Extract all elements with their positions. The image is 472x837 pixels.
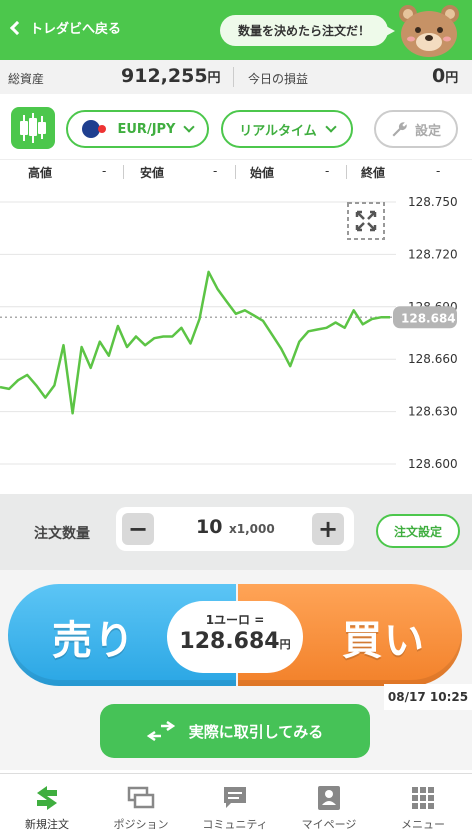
- today-pl-label: 今日の損益: [248, 72, 309, 86]
- tab-label: コミュニティ: [202, 818, 268, 831]
- rate-timestamp: 08/17 10:25: [384, 684, 472, 710]
- trade-panel: 売り 買い 1ユーロ = 128.684円 08/17 10:25 実際に取引し…: [0, 570, 472, 770]
- decrease-button[interactable]: −: [122, 513, 154, 545]
- wrench-icon: [392, 122, 407, 137]
- y-tick-label: 128.750: [408, 195, 458, 209]
- bear-mascot-icon: [399, 5, 459, 57]
- tab-community[interactable]: コミュニティ: [188, 774, 282, 837]
- quantity-stepper: − 10 x1,000 +: [116, 507, 354, 551]
- bubble-text: 数量を決めたら注文だ！: [237, 24, 370, 38]
- real-trade-label: 実際に取引してみる: [188, 722, 324, 741]
- position-icon: [127, 786, 155, 809]
- expand-icon[interactable]: [347, 202, 385, 240]
- swap-icon: [37, 786, 57, 810]
- chevron-left-icon: [9, 20, 25, 35]
- quantity-label: 注文数量: [34, 526, 90, 542]
- settings-button[interactable]: 設定: [374, 110, 458, 148]
- back-label: トレダビへ戻る: [30, 22, 122, 37]
- ohlc-row: 高値 - 安値 - 始値 - 終値 -: [0, 160, 472, 184]
- order-settings-button[interactable]: 注文設定: [376, 514, 460, 548]
- mode-label: リアルタイム: [239, 123, 317, 139]
- current-price-badge: [393, 306, 457, 329]
- y-tick-label: 128.630: [408, 405, 458, 419]
- close-value: -: [436, 164, 441, 178]
- back-button[interactable]: トレダビへ戻る: [9, 18, 122, 37]
- chart-controls: EUR/JPY リアルタイム 設定: [0, 94, 472, 160]
- tab-label: メニュー: [401, 818, 445, 831]
- tab-positions[interactable]: ポジション: [94, 774, 188, 837]
- tab-my-page[interactable]: マイページ: [282, 774, 376, 837]
- tab-label: ポジション: [113, 818, 169, 831]
- chevron-down-icon: [183, 121, 196, 133]
- open-value: -: [325, 164, 330, 178]
- currency-pair-label: EUR/JPY: [117, 121, 176, 137]
- close-label: 終値: [361, 166, 386, 180]
- today-pl-value: 0円: [432, 65, 459, 87]
- tab-new-order[interactable]: 新規注文: [0, 774, 94, 837]
- eur-jpy-flag-icon: [81, 120, 108, 138]
- rate-title: 1ユーロ =: [205, 613, 265, 627]
- total-assets-value: 912,255円: [121, 65, 221, 87]
- chat-icon: [224, 787, 246, 808]
- total-assets-label: 総資産: [8, 72, 45, 86]
- order-quantity-row: 注文数量 − 10 x1,000 + 注文設定: [0, 494, 472, 570]
- order-settings-label: 注文設定: [393, 524, 442, 539]
- open-label: 始値: [250, 166, 275, 180]
- y-tick-label: 128.660: [408, 352, 458, 366]
- exchange-arrows-icon: [146, 721, 175, 741]
- speech-bubble: 数量を決めたら注文だ！: [220, 15, 395, 46]
- buy-label: 買い: [342, 618, 426, 664]
- bottom-tab-bar: 新規注文 ポジション コミュニティ マイページ メニュー: [0, 773, 472, 837]
- app-header: トレダビへ戻る 数量を決めたら注文だ！: [0, 0, 472, 60]
- real-trade-button[interactable]: 実際に取引してみる: [100, 704, 370, 758]
- summary-divider: [233, 67, 234, 87]
- y-tick-label: 128.600: [408, 457, 458, 471]
- price-series-line: [0, 270, 390, 415]
- high-label: 高値: [28, 166, 53, 180]
- low-label: 安値: [140, 166, 165, 180]
- grid-icon: [412, 787, 434, 809]
- tab-label: マイページ: [301, 818, 357, 831]
- currency-pair-select[interactable]: EUR/JPY: [66, 110, 209, 148]
- increase-button[interactable]: +: [312, 513, 344, 545]
- sell-label: 売り: [52, 618, 136, 664]
- candlestick-icon: [20, 113, 46, 143]
- user-icon: [318, 786, 340, 810]
- quantity-unit: x1,000: [229, 522, 275, 536]
- settings-label: 設定: [414, 123, 441, 139]
- tab-label: 新規注文: [25, 818, 69, 831]
- high-value: -: [102, 164, 107, 178]
- rate-value: 128.684円: [179, 629, 291, 654]
- y-tick-label: 128.720: [408, 247, 458, 261]
- tab-menu[interactable]: メニュー: [376, 774, 470, 837]
- mode-select[interactable]: リアルタイム: [221, 110, 353, 148]
- candlestick-toggle-button[interactable]: [11, 107, 55, 149]
- chevron-down-icon: [325, 121, 337, 133]
- price-chart-svg: 128.600128.630128.660128.690128.720128.7…: [0, 195, 458, 471]
- low-value: -: [213, 164, 218, 178]
- rate-display: 1ユーロ = 128.684円: [167, 601, 303, 673]
- price-chart[interactable]: 128.600128.630128.660128.690128.720128.7…: [0, 184, 472, 494]
- current-price-label: 128.684: [401, 311, 456, 325]
- asset-summary: 総資産 912,255円 今日の損益 0円: [0, 60, 472, 94]
- quantity-value: 10: [196, 516, 223, 538]
